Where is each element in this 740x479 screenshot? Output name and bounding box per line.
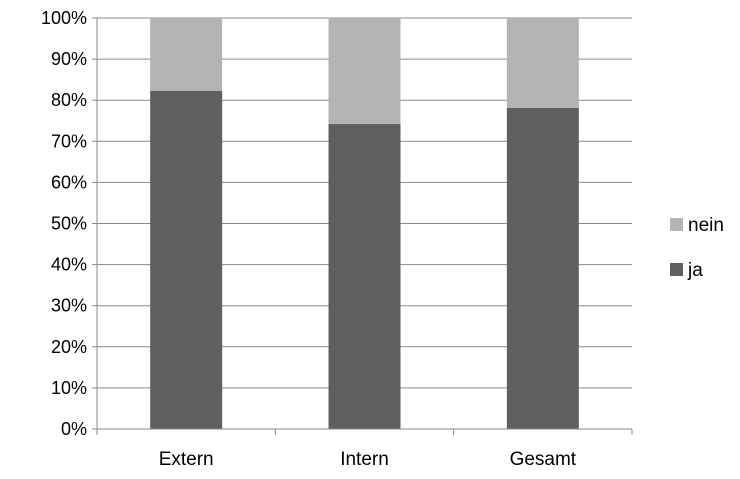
legend: nein ja (670, 215, 724, 281)
legend-swatch-ja (670, 263, 683, 276)
y-tick-label: 20% (51, 337, 87, 357)
legend-label-ja: ja (687, 260, 703, 281)
bar-segment-ja-intern (328, 124, 401, 430)
y-tick-label: 50% (51, 214, 87, 234)
y-tick-label: 0% (61, 419, 87, 439)
y-tick-label: 70% (51, 131, 87, 151)
legend-swatch-nein (670, 218, 683, 231)
x-tick-label: Gesamt (510, 449, 577, 470)
x-tick-label: Extern (159, 449, 214, 470)
y-tick-label: 60% (51, 172, 87, 192)
bar-segment-ja-gesamt (506, 108, 579, 429)
x-axis-tick-labels: Extern Intern Gesamt (159, 449, 577, 470)
y-tick-label: 100% (41, 8, 87, 28)
bars (150, 18, 579, 430)
y-tick-label: 30% (51, 296, 87, 316)
bar-segment-nein-gesamt (506, 18, 579, 109)
y-tick-label: 10% (51, 378, 87, 398)
y-tick-label: 40% (51, 255, 87, 275)
x-tick-label: Intern (340, 449, 389, 470)
axes (92, 17, 633, 435)
y-tick-label: 90% (51, 49, 87, 69)
y-tick-label: 80% (51, 90, 87, 110)
bar-segment-nein-intern (328, 18, 401, 125)
bar-segment-ja-extern (150, 90, 223, 429)
bar-segment-nein-extern (150, 18, 223, 91)
y-axis-tick-labels: 0% 10% 20% 30% 40% 50% 60% 70% 80% 90% 100% (41, 8, 87, 439)
legend-label-nein: nein (688, 215, 724, 236)
